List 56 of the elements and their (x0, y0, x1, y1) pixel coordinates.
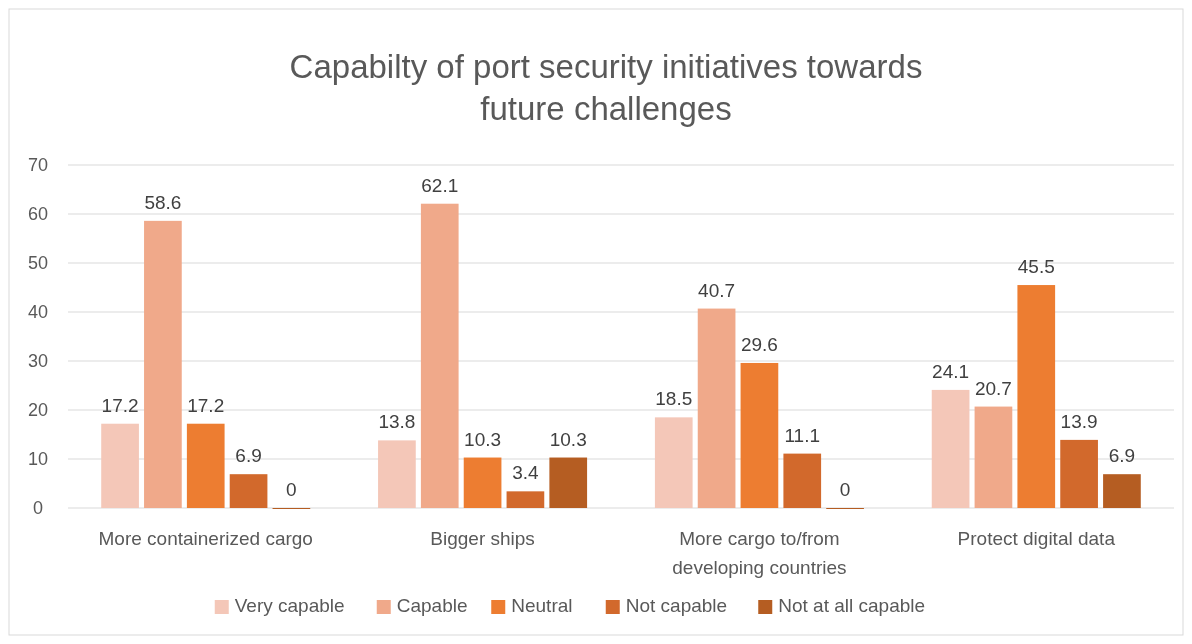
bar (1017, 285, 1056, 508)
data-label: 29.6 (740, 333, 778, 355)
bar (697, 308, 736, 508)
y-tick-label: 40 (27, 302, 49, 323)
data-label: 24.1 (932, 360, 970, 382)
data-label: 13.8 (378, 411, 416, 433)
data-label: 6.9 (1108, 445, 1136, 467)
data-label: 40.7 (698, 279, 736, 301)
bar (740, 362, 779, 508)
bar (549, 457, 588, 508)
legend-label: Capable (396, 595, 468, 616)
x-tick-label: More containerized cargo (98, 528, 313, 549)
bar (463, 457, 502, 508)
x-tick-label: More cargo to/from developing countries (672, 528, 847, 578)
y-tick-label: 20 (27, 400, 49, 421)
data-label: 10.3 (464, 428, 502, 450)
legend-label: Very capable (234, 595, 345, 616)
chart-title: Capabilty of port security initiatives towards future challenges (289, 48, 923, 127)
bar (654, 417, 693, 508)
x-tick-label: Bigger ships (430, 528, 535, 549)
y-tick-label: 60 (27, 204, 49, 225)
bar (420, 203, 459, 508)
legend-label: Neutral (511, 595, 573, 616)
bar (1103, 474, 1141, 508)
bar (378, 440, 416, 508)
bar (229, 474, 268, 508)
bar (144, 220, 182, 508)
bar (506, 491, 545, 508)
bar (974, 406, 1013, 508)
y-tick-label: 70 (27, 155, 49, 176)
bar (186, 423, 225, 508)
data-label: 0 (286, 479, 297, 500)
bar (931, 389, 970, 508)
data-label: 11.1 (784, 424, 821, 446)
data-label: 18.5 (655, 388, 693, 410)
y-tick-label: 30 (27, 351, 49, 372)
data-label: 6.9 (235, 445, 262, 467)
bar (1060, 439, 1098, 508)
bar (783, 453, 822, 508)
x-tick-label: Protect digital data (957, 528, 1116, 549)
data-label: 0 (839, 479, 851, 500)
data-label: 45.5 (1017, 256, 1055, 278)
data-label: 10.3 (549, 428, 587, 450)
y-tick-label: 10 (27, 449, 49, 470)
data-label: 17.2 (187, 394, 225, 416)
data-label: 58.6 (144, 191, 182, 213)
legend-label: Not capable (625, 595, 728, 616)
y-tick-label: 0 (32, 498, 44, 519)
data-label: 13.9 (1060, 410, 1098, 432)
data-label: 20.7 (974, 377, 1012, 399)
data-label: 3.4 (512, 462, 540, 484)
legend-label: Not at all capable (778, 595, 926, 616)
bar (101, 423, 139, 508)
data-label: 62.1 (421, 174, 459, 196)
data-label: 17.2 (101, 394, 139, 416)
y-tick-label: 50 (27, 253, 49, 274)
